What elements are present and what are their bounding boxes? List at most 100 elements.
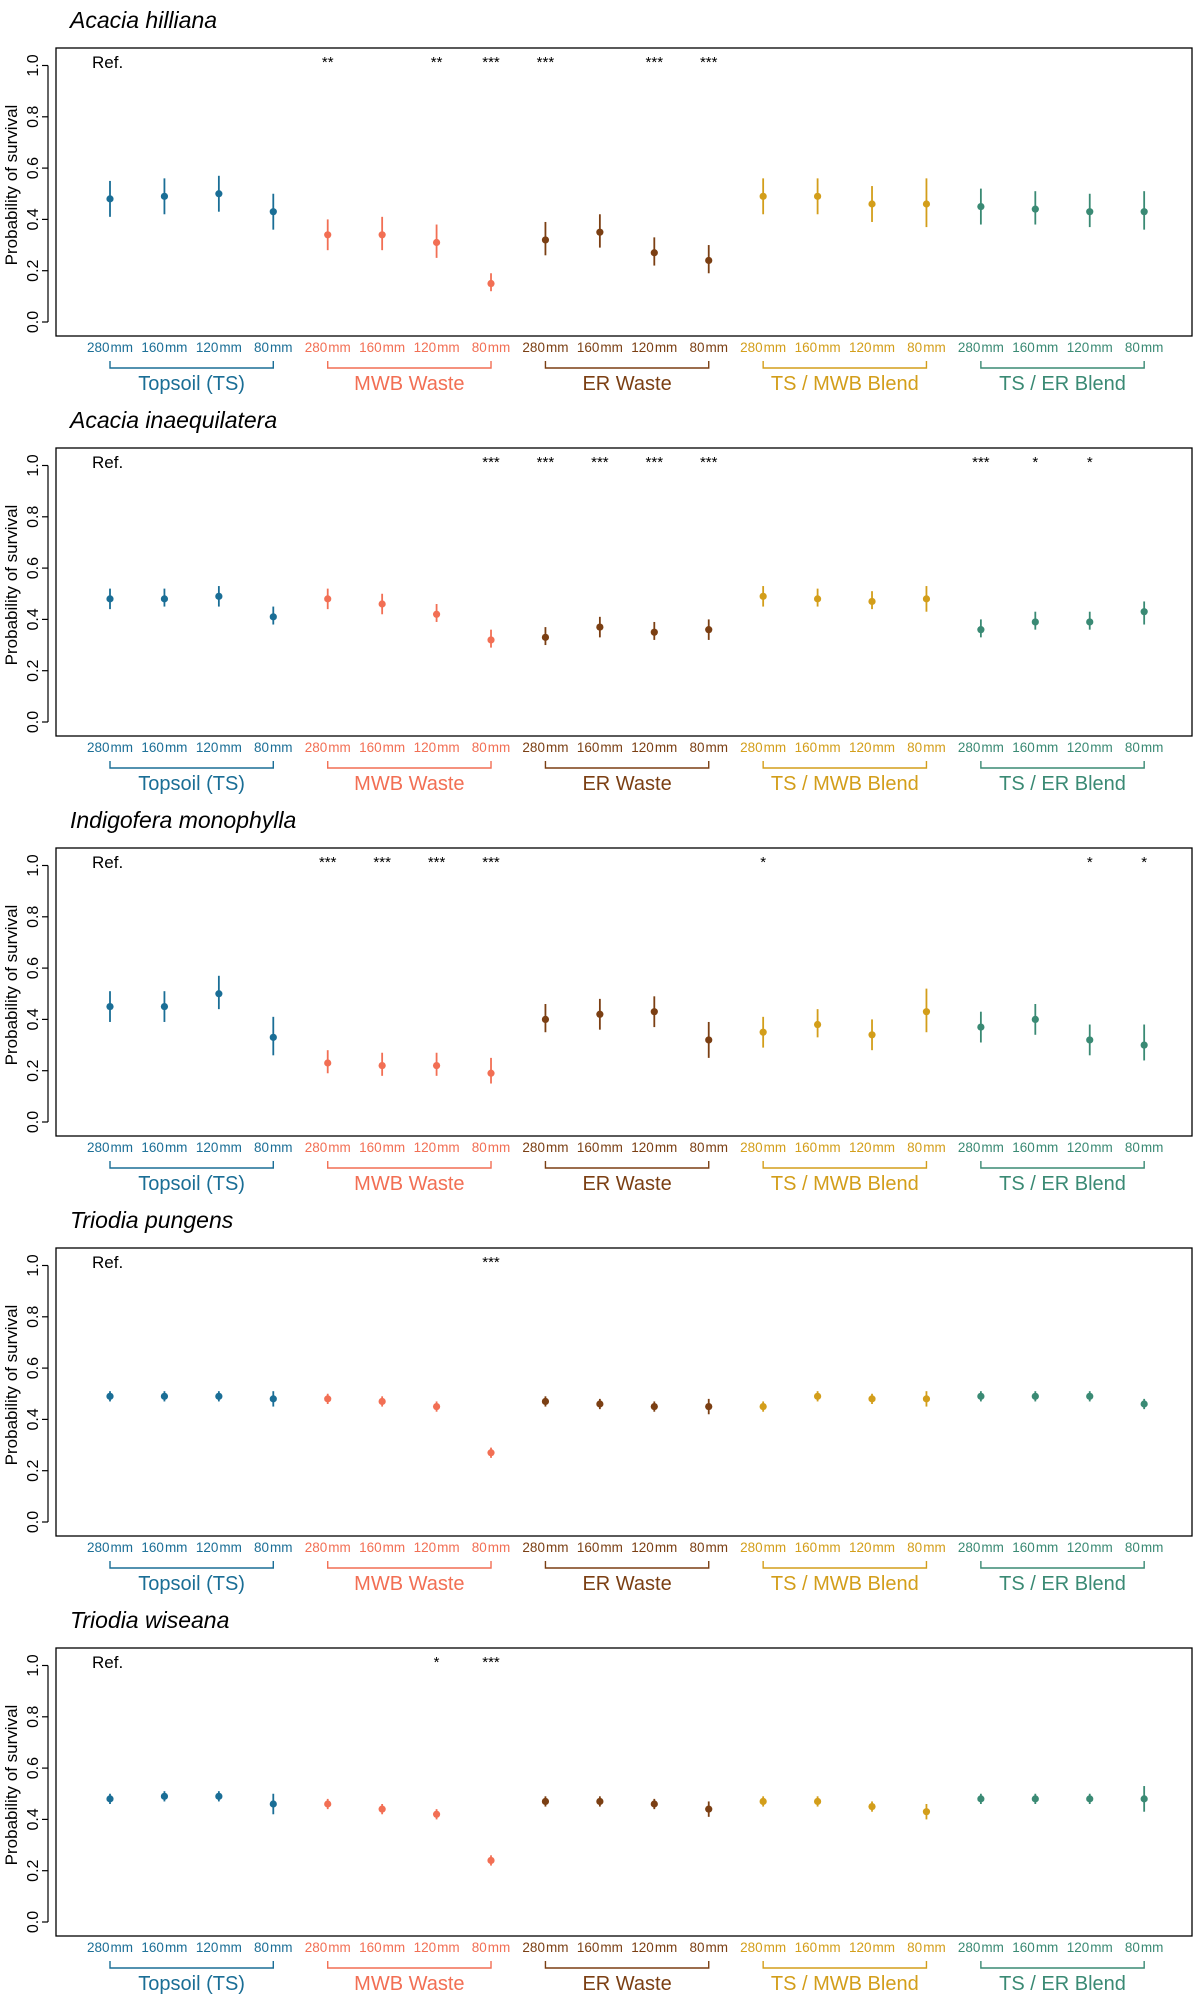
- x-tick-depth: 120: [849, 1140, 872, 1155]
- x-tick-unit: mm: [165, 1940, 188, 1955]
- x-tick-depth: 80: [689, 1540, 704, 1555]
- group-bracket: [544, 361, 710, 369]
- data-point: [106, 1795, 114, 1803]
- data-point: [977, 1795, 985, 1803]
- x-tick-unit: mm: [270, 1540, 293, 1555]
- x-tick-label: 80mm: [472, 1140, 511, 1155]
- x-tick-label: 280mm: [87, 1940, 133, 1955]
- data-point: [324, 1059, 332, 1067]
- data-point: [705, 256, 713, 265]
- x-tick-unit: mm: [383, 340, 406, 355]
- data-point: [650, 1402, 658, 1411]
- x-tick-unit: mm: [923, 1940, 946, 1955]
- group-label: TS / ER Blend: [999, 773, 1126, 795]
- x-tick-label: 120mm: [1067, 1140, 1113, 1155]
- plot-frame: [55, 1247, 1193, 1537]
- data-point: [759, 1797, 767, 1806]
- significance-marker: ***: [373, 854, 391, 871]
- x-tick-unit: mm: [1141, 1140, 1164, 1155]
- group-bracket: [327, 761, 492, 769]
- x-tick-label: 80mm: [1125, 1140, 1164, 1155]
- x-tick-depth: 80: [254, 740, 269, 755]
- data-point: [977, 1023, 985, 1031]
- x-tick-depth: 280: [87, 340, 110, 355]
- data-point: [650, 1008, 658, 1016]
- x-tick-depth: 120: [849, 740, 872, 755]
- x-tick-label: 120mm: [849, 340, 895, 355]
- group-label: TS / MWB Blend: [771, 773, 919, 795]
- data-point: [705, 1805, 713, 1813]
- x-tick-label: 80mm: [472, 1540, 511, 1555]
- data-point: [432, 1061, 441, 1070]
- y-tick-label: 1.0: [25, 1254, 42, 1276]
- data-point: [1031, 1015, 1039, 1024]
- x-tick-depth: 160: [577, 1140, 600, 1155]
- group-label: ER Waste: [582, 773, 671, 795]
- x-tick-unit: mm: [818, 1140, 841, 1155]
- data-point: [922, 200, 931, 208]
- plot-frame: [55, 1647, 1193, 1937]
- group-label: MWB Waste: [354, 1173, 464, 1195]
- x-tick-label: 120mm: [196, 1140, 242, 1155]
- significance-marker: ***: [482, 1254, 500, 1271]
- x-tick-unit: mm: [655, 340, 678, 355]
- data-point: [269, 613, 277, 621]
- y-tick-label: 0.0: [25, 1911, 42, 1933]
- x-tick-depth: 80: [1125, 1540, 1140, 1555]
- x-tick-depth: 80: [689, 1140, 704, 1155]
- x-tick-unit: mm: [600, 340, 623, 355]
- x-tick-unit: mm: [873, 1540, 896, 1555]
- x-tick-depth: 280: [522, 340, 545, 355]
- x-tick-depth: 280: [522, 740, 545, 755]
- group-bracket: [327, 1961, 492, 1969]
- x-tick-unit: mm: [437, 1940, 460, 1955]
- x-tick-depth: 120: [1067, 1140, 1090, 1155]
- x-tick-unit: mm: [1141, 340, 1164, 355]
- data-point: [432, 238, 441, 247]
- data-point: [432, 1810, 441, 1818]
- x-tick-depth: 160: [577, 740, 600, 755]
- data-point: [759, 192, 767, 200]
- x-tick-unit: mm: [655, 1540, 678, 1555]
- x-tick-depth: 280: [305, 1140, 328, 1155]
- group-label: Topsoil (TS): [138, 1573, 245, 1595]
- reference-label: Ref.: [92, 853, 123, 872]
- data-point: [160, 1002, 169, 1011]
- reference-label: Ref.: [92, 1253, 123, 1272]
- x-tick-depth: 160: [1012, 1140, 1035, 1155]
- x-tick-label: 80mm: [689, 1540, 728, 1555]
- x-tick-unit: mm: [165, 740, 188, 755]
- reference-label: Ref.: [92, 53, 123, 72]
- x-tick-depth: 120: [849, 340, 872, 355]
- plot-frame: [55, 447, 1193, 737]
- significance-marker: ***: [646, 454, 664, 471]
- data-point: [1031, 205, 1039, 213]
- group-label: Topsoil (TS): [138, 773, 245, 795]
- x-tick-unit: mm: [600, 740, 623, 755]
- x-tick-unit: mm: [219, 340, 242, 355]
- x-tick-label: 120mm: [849, 1540, 895, 1555]
- x-tick-label: 120mm: [631, 340, 677, 355]
- data-point: [1140, 1041, 1148, 1049]
- x-tick-unit: mm: [600, 1940, 623, 1955]
- x-tick-unit: mm: [705, 1540, 728, 1555]
- y-tick-label: 0.0: [25, 1111, 42, 1133]
- x-tick-unit: mm: [546, 740, 569, 755]
- x-tick-unit: mm: [981, 1540, 1004, 1555]
- significance-marker: **: [431, 54, 443, 71]
- x-tick-depth: 280: [740, 340, 763, 355]
- x-tick-depth: 80: [254, 1940, 269, 1955]
- data-point: [160, 595, 169, 603]
- x-tick-depth: 120: [414, 340, 437, 355]
- x-tick-unit: mm: [655, 1140, 678, 1155]
- x-tick-label: 280mm: [740, 1540, 786, 1555]
- x-tick-depth: 120: [196, 340, 219, 355]
- x-tick-depth: 280: [740, 1940, 763, 1955]
- data-point: [813, 1797, 822, 1806]
- group-bracket: [109, 1561, 274, 1569]
- x-tick-label: 280mm: [87, 740, 133, 755]
- data-point: [487, 1449, 495, 1457]
- x-tick-depth: 80: [472, 1540, 487, 1555]
- reference-label: Ref.: [92, 453, 123, 472]
